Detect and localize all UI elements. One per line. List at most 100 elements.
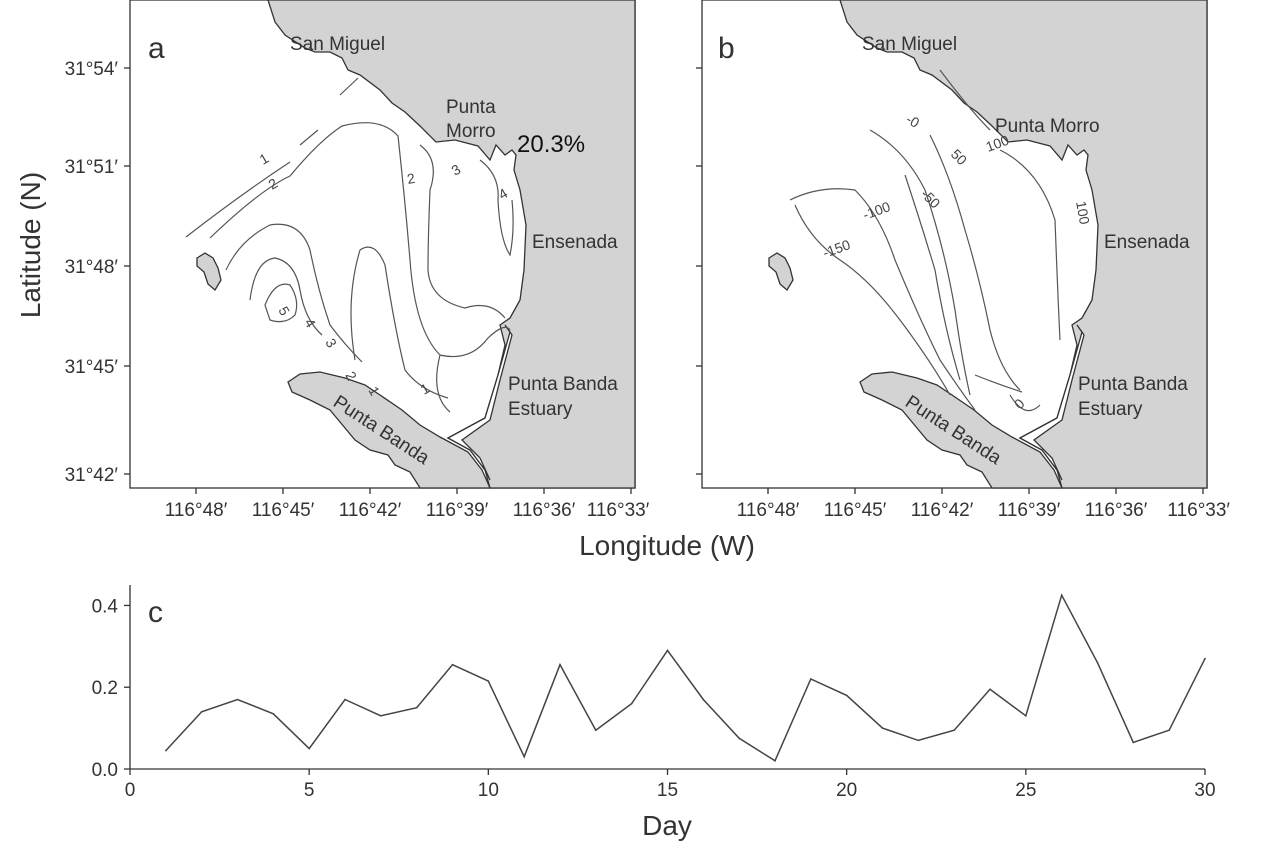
chart-x-tick-label: 5 — [304, 780, 315, 801]
chart-data-point — [1132, 741, 1135, 744]
chart-data-point — [308, 747, 310, 750]
map-b-land-estuary — [1018, 324, 1085, 481]
map-a-label-estuary-1: Punta Banda — [508, 374, 618, 395]
map-panel-a: a San Miguel Punta Morro 20.3% Ensenada … — [65, 0, 650, 521]
chart-data-point — [1096, 661, 1099, 664]
map-a-contour-label: 5 — [275, 304, 293, 319]
chart-x-tick-label: 10 — [478, 780, 499, 801]
map-a-contour-4 — [479, 159, 514, 257]
map-a-label-estuary-2: Estuary — [508, 399, 573, 420]
chart-axes: 0 5 10 15 20 25 30 0.0 0.2 0.4 — [92, 585, 1216, 801]
map-a-contour-label: 3 — [322, 336, 340, 351]
map-b-land-punta-banda — [859, 371, 1064, 489]
lon-axis-b: 116°48′ 116°45′ 116°42′ 116°39′ 116°36′ … — [737, 488, 1230, 521]
chart-data-point — [702, 698, 705, 701]
chart-data-point — [738, 737, 740, 740]
chart-series — [165, 593, 1206, 762]
map-a-contour-3 — [339, 77, 506, 319]
map-a-contour-5 — [225, 223, 363, 363]
chart-data-point — [272, 713, 275, 715]
chart-x-tick-label: 15 — [657, 780, 678, 801]
map-a-label-punta: Punta — [446, 97, 496, 118]
map-panel-b: b San Miguel Punta Morro Ensenada Punta … — [696, 0, 1230, 521]
map-a-contour-2 — [209, 122, 511, 413]
lat-tick-label: 31°54′ — [65, 59, 119, 80]
lat-tick-label: 31°51′ — [65, 157, 119, 178]
map-a-contour-label: 3 — [449, 161, 464, 179]
chart-data-point — [881, 727, 884, 729]
map-b-panel-letter: b — [718, 32, 735, 65]
chart-data-point — [1204, 657, 1206, 660]
chart-data-point — [774, 760, 776, 762]
lat-axis-b — [696, 67, 702, 475]
lat-tick-label: 31°45′ — [65, 357, 119, 378]
map-b-label-punta-morro: Punta Morro — [995, 116, 1100, 137]
lat-tick-label: 31°48′ — [65, 257, 119, 278]
map-a-contour-label: 2 — [406, 170, 417, 187]
map-x-axis-title: Longitude (W) — [579, 530, 755, 561]
lon-tick-label: 116°39′ — [426, 500, 489, 521]
map-b-contour-label: 100 — [984, 132, 1012, 155]
map-b-contour-label: 100 — [1073, 200, 1093, 226]
lon-tick-label: 116°36′ — [1085, 500, 1148, 521]
map-a-contour-label: 1 — [418, 380, 433, 398]
map-b-label-san-miguel: San Miguel — [862, 34, 957, 55]
map-a-label-ensenada: Ensenada — [532, 232, 618, 253]
chart-data-point — [989, 688, 991, 691]
chart-data-point — [917, 739, 920, 742]
map-b-contour-0b — [974, 374, 1041, 412]
chart-panel-letter: c — [148, 596, 163, 629]
map-b-label-ensenada: Ensenada — [1104, 232, 1190, 253]
chart-data-point — [630, 702, 633, 705]
map-b-contour-label: -50 — [918, 186, 944, 212]
map-a-panel-letter: a — [148, 32, 165, 65]
chart-data-point — [415, 706, 418, 709]
chart-data-point — [1168, 729, 1170, 731]
chart-data-point — [595, 729, 597, 731]
map-b-contour-label: -0 — [904, 111, 923, 131]
map-b-contour-m150 — [794, 204, 951, 396]
chart-x-axis-title: Day — [642, 810, 692, 841]
map-b-island — [768, 252, 794, 291]
chart-x-tick-label: 20 — [836, 780, 857, 801]
lon-tick-label: 116°48′ — [737, 500, 800, 521]
lat-tick-label: 31°42′ — [65, 465, 119, 486]
chart-data-point — [200, 710, 203, 713]
chart-data-point — [523, 755, 525, 758]
lon-tick-label: 116°45′ — [252, 500, 315, 521]
map-b-contour-50 — [929, 134, 1021, 391]
map-b-contour-m100 — [789, 188, 976, 411]
map-b-contour-100b — [939, 69, 991, 131]
map-b-contour-m50 — [904, 174, 961, 381]
map-y-axis-title: Latitude (N) — [15, 172, 46, 318]
lon-tick-label: 116°33′ — [1167, 500, 1230, 521]
lon-tick-label: 116°33′ — [587, 500, 650, 521]
map-a-land-punta-banda — [287, 371, 492, 489]
map-a-contour-8 — [350, 246, 449, 399]
map-b-contour-100 — [999, 149, 1061, 341]
map-a-contour-7 — [264, 283, 298, 323]
map-a-contour-label: 4 — [301, 316, 319, 331]
chart-data-point — [380, 715, 382, 717]
lon-tick-label: 116°36′ — [513, 500, 576, 521]
lon-tick-label: 116°48′ — [165, 500, 228, 521]
map-a-label-san-miguel: San Miguel — [290, 34, 385, 55]
map-a-contour-1 — [185, 129, 319, 238]
map-b-label-estuary-1: Punta Banda — [1078, 374, 1188, 395]
lon-tick-label: 116°45′ — [824, 500, 887, 521]
chart-x-tick-label: 0 — [125, 780, 136, 801]
chart-data-point — [1025, 715, 1027, 717]
map-a-contour-label: 1 — [257, 150, 272, 168]
chart-data-point — [666, 649, 669, 652]
chart-data-point — [344, 698, 346, 701]
lon-tick-label: 116°42′ — [339, 500, 402, 521]
chart-data-point — [845, 694, 848, 697]
chart-data-point — [810, 678, 812, 680]
map-b-contour-label: 50 — [948, 146, 970, 168]
chart-data-point — [1060, 594, 1063, 597]
map-a-contour-label: 2 — [266, 175, 281, 193]
map-b-contour-0 — [869, 129, 971, 396]
chart-data-point — [165, 749, 167, 752]
chart-series-line — [165, 593, 1206, 762]
chart-y-tick-label: 0.4 — [92, 596, 119, 617]
